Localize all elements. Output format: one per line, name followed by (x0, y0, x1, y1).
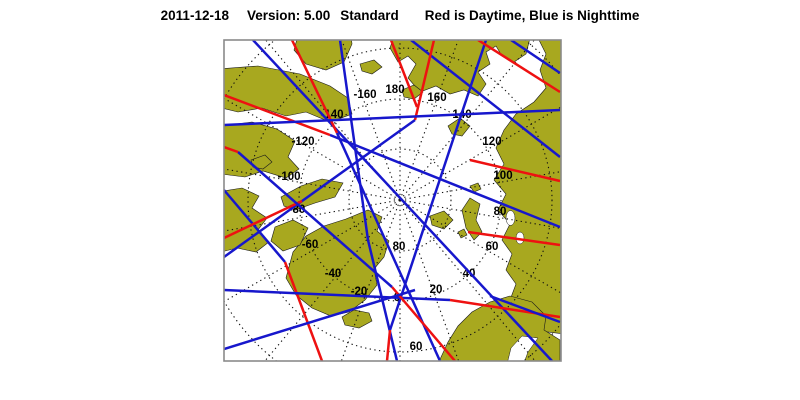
lon-label--120: -120 (291, 136, 314, 148)
lon-label-60: 60 (486, 241, 499, 253)
water-lake-onega (515, 231, 525, 245)
track-7-nighttime (388, 40, 488, 331)
lon-label--40: -40 (325, 268, 342, 280)
lon-label-20: 20 (430, 284, 443, 296)
track-14-daytime (224, 145, 239, 154)
landmass-svalbard-east (457, 228, 468, 239)
track-15-nighttime (224, 288, 416, 351)
track-3-nighttime (338, 40, 399, 361)
title-legend: Red is Daytime, Blue is Nighttime (424, 8, 640, 23)
map-frame (223, 39, 562, 362)
landmass-wrangel-island (359, 59, 383, 75)
landmass-greenland (285, 209, 390, 317)
lon-label--60: -60 (302, 239, 319, 251)
title-mode: Standard (340, 8, 399, 23)
track-6-daytime (413, 40, 436, 121)
landmass-svalbard (429, 210, 454, 230)
map-layers: 180-160 160-140 140-120 120-100 100-80 80-60 6… (224, 40, 561, 361)
latitude-circle-r152 (247, 47, 553, 353)
track-14-daytime (391, 286, 456, 361)
title-date: 2011-12-18 (160, 8, 229, 23)
track-17-daytime (467, 230, 561, 247)
track-5-nighttime (410, 40, 561, 158)
track-7-daytime (385, 329, 392, 361)
title-version: Version: 5.00 (246, 8, 331, 23)
lon-label--160: -160 (353, 89, 376, 101)
track-2-daytime (290, 40, 339, 134)
track-6-nighttime (224, 118, 416, 259)
track-12-daytime (224, 199, 303, 240)
landmass-canada-north (224, 121, 300, 179)
water-white-sea-lake (505, 210, 516, 226)
label-layer: 180-160 160-140 140-120 120-100 100-80 80-60 6… (277, 84, 512, 353)
lon-label--100: -100 (277, 171, 300, 183)
latitude-circle-r101 (298, 98, 502, 302)
lon-label-80: 80 (494, 206, 507, 218)
lon-label-160: 160 (427, 92, 446, 104)
latitude-circle-r51 (348, 148, 452, 252)
track-8-nighttime (224, 189, 286, 263)
track-14-nighttime (237, 151, 393, 288)
plot-title: 2011-12-18 Version: 5.00 Standard Red is… (0, 8, 800, 23)
lon-label-120: 120 (482, 136, 501, 148)
landmass-chukotka (293, 40, 353, 71)
landmass-novaya-zemlya (461, 197, 483, 241)
lat-label-80: 80 (393, 241, 406, 253)
lon-label-180: 180 (385, 84, 404, 96)
track-8-daytime (283, 261, 324, 361)
lat-label-60: 60 (410, 341, 423, 353)
track-18-nighttime (510, 40, 561, 75)
track-11-nighttime (224, 108, 561, 127)
track-9-daytime (477, 40, 561, 94)
water-baltic-sea (507, 335, 539, 361)
landmass-franz-josef-land (469, 182, 482, 193)
landmass-baffin-island (270, 219, 309, 252)
track-13-nighttime (224, 288, 451, 302)
track-10-daytime (224, 93, 331, 137)
track-10-nighttime (329, 133, 561, 229)
land-layer (224, 40, 561, 361)
track-4-daytime (389, 40, 419, 108)
track-16-daytime (469, 158, 561, 183)
track-layer (224, 40, 561, 361)
track-19-nighttime (489, 294, 561, 324)
lon-label-100: 100 (493, 170, 512, 182)
